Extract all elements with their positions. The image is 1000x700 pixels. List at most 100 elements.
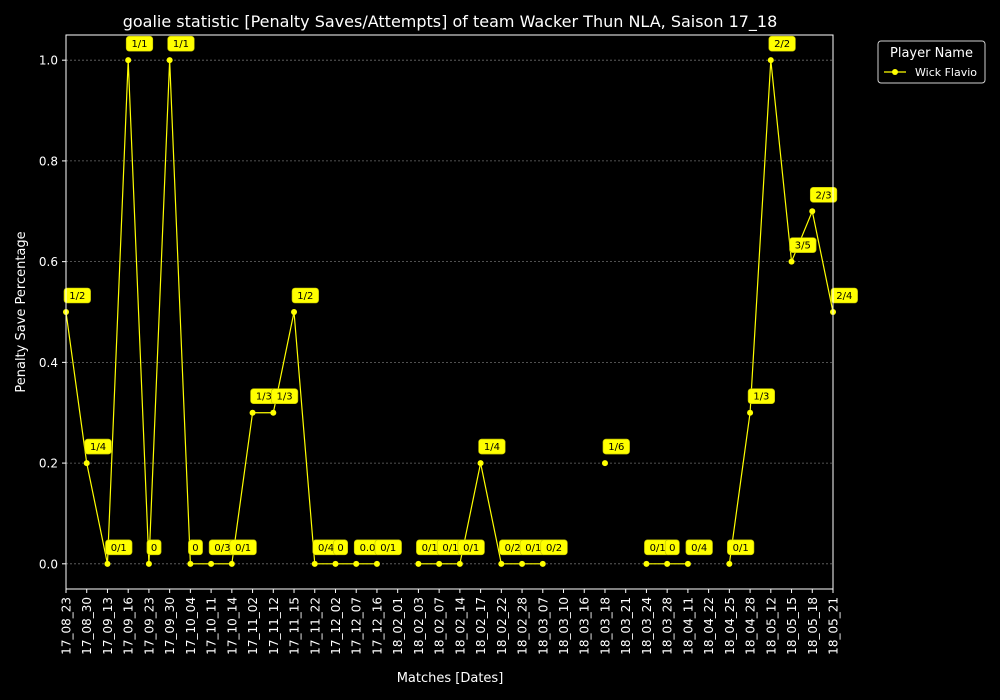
- data-point: [456, 560, 463, 567]
- data-label: 1/6: [602, 438, 630, 455]
- data-label-text: 0/3: [214, 543, 230, 554]
- data-label: 0/1: [229, 539, 257, 556]
- data-label-text: 3/5: [795, 241, 811, 252]
- data-label-box: [664, 539, 680, 556]
- data-label-box: [229, 539, 257, 556]
- data-point: [519, 560, 526, 567]
- x-tick-label: 17_10_14: [225, 597, 239, 655]
- data-label: 3/5: [789, 237, 817, 253]
- data-point: [270, 409, 277, 416]
- data-point: [311, 560, 318, 567]
- data-label-text: 0/4: [691, 543, 707, 554]
- data-point: [539, 560, 546, 567]
- data-label-text: 1/3: [256, 392, 272, 403]
- data-label: 1/3: [270, 388, 299, 405]
- data-label-text: 0/2: [546, 543, 562, 554]
- data-label-text: 0/1: [380, 543, 396, 554]
- x-tick-label: 18_03_28: [661, 597, 675, 655]
- y-tick-label: 0.2: [39, 457, 58, 471]
- data-label-box: [374, 539, 402, 556]
- y-tick-label: 0.0: [39, 557, 58, 571]
- x-tick-label: 17_11_15: [288, 597, 302, 655]
- data-label: 1/2: [291, 287, 319, 304]
- data-label-box: [809, 186, 838, 203]
- data-label-text: 1/1: [131, 39, 147, 50]
- data-label-text: 1/4: [90, 442, 106, 453]
- data-point: [166, 57, 173, 64]
- data-label-box: [333, 539, 348, 556]
- x-tick-label: 17_09_16: [122, 597, 136, 655]
- data-label-box: [830, 287, 858, 304]
- data-point: [643, 560, 650, 567]
- x-tick-label: 17_10_04: [184, 597, 198, 655]
- x-tick-label: 17_10_11: [205, 597, 219, 655]
- data-label-text: 2/4: [836, 291, 852, 302]
- x-tick-label: 18_05_18: [806, 597, 820, 655]
- data-point: [415, 560, 422, 567]
- data-label: 1/4: [478, 438, 506, 455]
- data-label-text: 1/3: [753, 392, 769, 403]
- data-label-box: [105, 539, 133, 556]
- data-label-box: [768, 35, 796, 52]
- x-tick-label: 18_05_21: [827, 597, 841, 655]
- x-tick-label: 18_03_21: [619, 597, 633, 655]
- data-label: 0/1: [436, 539, 465, 556]
- x-tick-label: 17_12_02: [329, 597, 343, 655]
- data-label: 0/1: [457, 539, 485, 556]
- plot-frame: [65, 34, 834, 590]
- y-tick-label: 0.6: [39, 255, 58, 269]
- legend-entry: Wick Flavio: [915, 66, 977, 79]
- series-line: [728, 60, 834, 564]
- data-point: [436, 560, 443, 567]
- data-label: 1/3: [747, 388, 775, 405]
- data-label-text: 0: [669, 543, 675, 554]
- data-label-box: [125, 35, 154, 52]
- data-label-text: 0/1: [650, 543, 666, 554]
- x-tick-label: 17_11_22: [308, 597, 322, 655]
- y-axis-label: Penalty Save Percentage: [14, 231, 29, 392]
- data-label-box: [291, 287, 319, 304]
- data-point: [104, 560, 111, 567]
- data-label-box: [540, 539, 568, 556]
- data-labels: 1/21/40/11/101/10 0/3 0/11/3 1/31/20/4 0 0.0 0…: [63, 35, 858, 556]
- data-point: [332, 560, 339, 567]
- data-point: [601, 460, 608, 467]
- y-axis: 0.0 0.2 0.4 0.6 0.8 1.0: [39, 54, 66, 571]
- data-label-text: 1/1: [173, 39, 189, 50]
- legend-marker: [892, 69, 898, 75]
- data-point: [187, 560, 194, 567]
- data-point: [125, 57, 132, 64]
- data-point: [788, 258, 795, 265]
- data-label-text: 1/2: [297, 291, 313, 302]
- x-tick-label: 18_04_25: [723, 597, 737, 655]
- data-label-text: 0: [337, 543, 343, 554]
- data-label-text: 0/1: [235, 543, 251, 554]
- x-tick-label: 18_02_03: [412, 597, 426, 655]
- x-axis-label: Matches [Dates]: [397, 671, 504, 686]
- x-axis: 17_08_23 17_08_30 17_09_13 17_09_16 17_09_23…: [60, 589, 841, 655]
- data-point: [208, 560, 215, 567]
- data-label-box: [685, 539, 713, 556]
- x-tick-label: 17_08_30: [80, 597, 94, 655]
- data-label-text: 1/4: [484, 442, 500, 453]
- data-label-text: 0/1: [463, 543, 479, 554]
- data-point: [809, 208, 816, 215]
- data-label-box: [63, 287, 91, 304]
- x-tick-label: 18_02_14: [453, 597, 467, 655]
- data-label-text: 0/1: [442, 543, 458, 554]
- x-tick-label: 18_02_22: [495, 597, 509, 655]
- x-tick-label: 17_11_12: [267, 597, 281, 655]
- data-label: 0: [188, 539, 203, 556]
- y-tick-label: 1.0: [39, 54, 58, 68]
- data-label-box: [270, 388, 299, 405]
- y-tick-label: 0.8: [39, 154, 58, 168]
- data-label: 0: [146, 539, 162, 556]
- y-tick-label: 0.4: [39, 356, 58, 370]
- x-tick-label: 18_03_10: [557, 597, 571, 655]
- data-label: 0: [333, 539, 348, 556]
- series-line: [65, 60, 377, 565]
- data-label: 2/3: [809, 186, 838, 203]
- x-tick-label: 17_11_02: [246, 597, 260, 655]
